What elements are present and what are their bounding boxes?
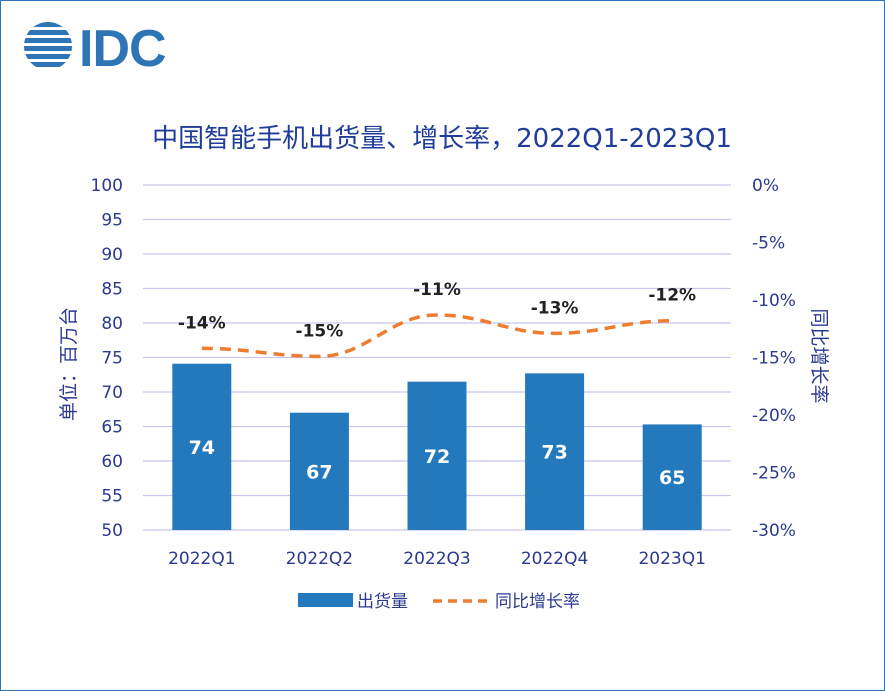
y-tick-label: 80 [101, 314, 123, 334]
x-tick-label: 2022Q1 [168, 549, 235, 569]
bar [642, 424, 702, 530]
y2-tick-label: -5% [752, 234, 785, 254]
line-value-label: -14% [178, 313, 226, 333]
y2-tick-label: -20% [752, 406, 796, 426]
chart-title: 中国智能手机出货量、增长率，2022Q1-2023Q1 [152, 124, 732, 154]
bar [172, 363, 232, 530]
bar [525, 373, 585, 530]
x-tick-label: 2022Q4 [521, 549, 588, 569]
y-tick-label: 60 [101, 452, 123, 472]
bar [289, 412, 349, 530]
bar-value-label: 67 [306, 461, 332, 483]
x-tick-label: 2022Q2 [286, 549, 353, 569]
line-value-label: -15% [296, 321, 344, 341]
y2-tick-label: -25% [752, 464, 796, 484]
y2-tick-label: -10% [752, 291, 796, 311]
y-tick-label: 55 [101, 487, 123, 507]
bar [407, 381, 467, 530]
y-axis-right: 0% -5% -10% -15% -20% -25% -30% [752, 176, 796, 541]
y2-tick-label: -30% [752, 521, 796, 541]
y-tick-label: 100 [91, 176, 123, 196]
y-tick-label: 90 [101, 245, 123, 265]
line-value-label: -11% [413, 280, 461, 300]
bar-value-label: 73 [541, 442, 567, 464]
legend: 出货量 同比增长率 [298, 592, 580, 612]
bar-value-label: 65 [659, 467, 685, 489]
y2-tick-label: -15% [752, 349, 796, 369]
x-tick-label: 2023Q1 [638, 549, 705, 569]
bar-value-label: 74 [189, 437, 215, 459]
y-tick-label: 50 [101, 521, 123, 541]
line-series: -14% -15% -11% -13% -12% [178, 280, 696, 359]
line-value-label: -12% [648, 286, 696, 306]
globe-icon [24, 22, 72, 67]
x-axis: 2022Q1 2022Q2 2022Q3 2022Q4 2023Q1 [168, 549, 706, 569]
legend-line-label: 同比增长率 [495, 592, 580, 612]
y-axis-left-label: 单位：百万台 [58, 307, 80, 421]
logo-text: IDC [79, 20, 166, 75]
y-tick-label: 95 [101, 211, 123, 231]
legend-bar-label: 出货量 [357, 592, 408, 612]
line-value-label: -13% [531, 298, 579, 318]
y2-tick-label: 0% [752, 176, 779, 196]
y-tick-label: 75 [101, 349, 123, 369]
y-axis-right-label: 同比增长率 [808, 308, 830, 403]
y-axis-left: 100 95 90 85 80 75 70 65 60 55 50 [91, 176, 123, 541]
growth-rate-line [201, 313, 673, 359]
y-tick-label: 65 [101, 418, 123, 438]
y-tick-label: 85 [101, 280, 123, 300]
legend-bar-swatch [298, 593, 353, 607]
idc-logo: IDC [24, 20, 167, 75]
bar-value-label: 72 [424, 446, 450, 468]
bar-series: 74 67 72 73 65 [172, 363, 702, 530]
y-tick-label: 70 [101, 383, 123, 403]
x-tick-label: 2022Q3 [403, 549, 470, 569]
